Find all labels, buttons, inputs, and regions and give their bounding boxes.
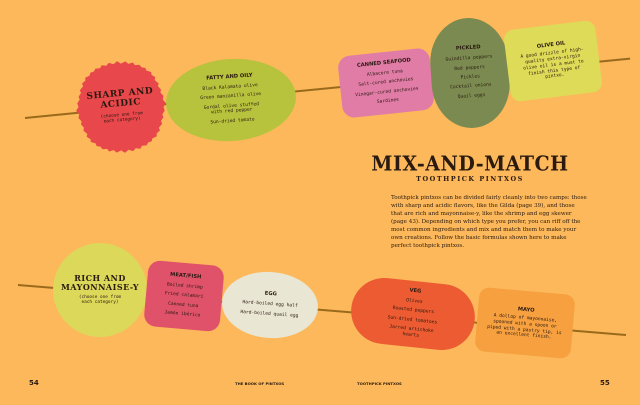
ingredient: Gordal olive stuffed with red pepper <box>203 101 260 116</box>
ingredient: Hard-boiled quail egg <box>240 309 299 319</box>
sharp-acidic-title: SHARP AND ACIDIC <box>86 86 154 111</box>
ingredient: Jarred artichoke hearts <box>389 324 434 339</box>
olive-oil-piece: OLIVE OIL A good drizzle of high-quality… <box>502 19 604 103</box>
left-running-title: THE BOOK OF PINTXOS <box>235 381 285 386</box>
fatty-oily-piece: FATTY AND OILY Black Kalamata olive Gree… <box>163 54 299 146</box>
ingredient: Canned tuna <box>167 301 199 309</box>
ingredient: Boiled shrimp <box>166 282 203 291</box>
ingredient: Hard-boiled egg half <box>242 300 298 310</box>
right-page-number: 55 <box>600 379 610 387</box>
rich-mayo-note: (choose one from each category) <box>78 294 122 306</box>
ingredient: Albacore tuna <box>366 69 404 78</box>
left-page-number: 54 <box>29 379 39 387</box>
pickled-piece: PICKLED Guindilla peppers Red peppers Pi… <box>427 15 513 131</box>
olive-oil-title: OLIVE OIL <box>536 40 566 50</box>
egg-title: EGG <box>264 290 277 298</box>
egg-piece: EGG Hard-boiled egg half Hard-boiled qua… <box>219 268 321 342</box>
rich-mayo-badge: RICH AND MAYONNAISE-Y (choose one from e… <box>53 243 147 337</box>
mayo-text: A dollop of mayonnaise, spooned with a s… <box>486 313 562 341</box>
ingredient: Sardines <box>376 97 400 105</box>
page-title: MIX-AND-MATCH <box>371 151 569 177</box>
olive-oil-text: A good drizzle of high-quality extra-vir… <box>520 47 585 81</box>
ingredient: Cocktail onions <box>450 82 492 91</box>
ingredient: Roasted peppers <box>392 306 435 316</box>
ingredient: Black Kalamata olive <box>202 83 258 92</box>
meat-fish-title: MEAT/FISH <box>169 271 202 281</box>
ingredient: Guindilla peppers <box>445 54 493 63</box>
meat-fish-piece: MEAT/FISH Boiled shrimp Fried calamari C… <box>143 259 225 333</box>
rich-mayo-title: RICH AND MAYONNAISE-Y <box>60 273 140 292</box>
ingredient: Red peppers <box>454 64 486 72</box>
ingredient: Olives <box>405 298 423 305</box>
ingredient: Green manzanilla olive <box>200 92 262 102</box>
ingredient: Jamón ibérico <box>164 310 201 319</box>
mayo-title: MAYO <box>517 306 535 314</box>
ingredient: Sun-dried tomato <box>210 117 255 126</box>
canned-seafood-title: CANNED SEAFOOD <box>356 56 412 69</box>
veg-piece: VEG Olives Roasted peppers Sun-dried tom… <box>347 274 479 354</box>
canned-seafood-piece: CANNED SEAFOOD Albacore tuna Salt-cured … <box>337 47 435 119</box>
page-subtitle: TOOTHPICK PINTXOS <box>416 175 524 183</box>
sharp-acidic-note: (choose one from each category) <box>100 111 144 125</box>
mayo-piece: MAYO A dollop of mayonnaise, spooned wit… <box>474 286 576 360</box>
ingredient: Fried calamari <box>164 291 204 300</box>
pickled-title: PICKLED <box>455 44 481 52</box>
fatty-oily-title: FATTY AND OILY <box>206 72 253 82</box>
right-running-title: TOOTHPICK PINTXOS <box>357 381 402 386</box>
ingredient: Pickles <box>460 74 481 81</box>
intro-paragraph: Toothpick pintxos can be divided fairly … <box>391 195 587 249</box>
sharp-acidic-badge: SHARP AND ACIDIC (choose one from each c… <box>71 57 171 157</box>
veg-title: VEG <box>409 287 422 295</box>
ingredient: Quail eggs <box>457 92 486 100</box>
